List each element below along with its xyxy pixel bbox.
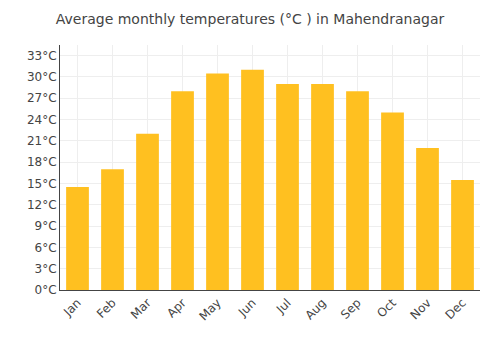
svg-text:33°C: 33°C [27, 49, 57, 63]
svg-text:3°C: 3°C [35, 262, 57, 276]
svg-text:Mar: Mar [128, 296, 154, 322]
svg-text:Feb: Feb [94, 296, 119, 321]
svg-text:Aug: Aug [302, 296, 328, 322]
svg-text:Nov: Nov [407, 296, 433, 322]
svg-text:May: May [196, 296, 223, 323]
svg-text:12°C: 12°C [27, 198, 57, 212]
svg-text:Average monthly temperatures (: Average monthly temperatures (°C ) in Ma… [56, 11, 445, 27]
svg-text:6°C: 6°C [35, 241, 57, 255]
svg-text:Jan: Jan [60, 296, 84, 320]
svg-text:21°C: 21°C [27, 134, 57, 148]
svg-text:30°C: 30°C [27, 70, 57, 84]
svg-text:Jul: Jul [273, 296, 294, 317]
svg-text:Jun: Jun [235, 296, 259, 320]
svg-text:Apr: Apr [164, 296, 189, 321]
svg-text:0°C: 0°C [35, 283, 57, 297]
svg-text:27°C: 27°C [27, 91, 57, 105]
svg-text:24°C: 24°C [27, 113, 57, 127]
svg-text:9°C: 9°C [35, 219, 57, 233]
svg-text:Oct: Oct [374, 296, 399, 321]
svg-text:15°C: 15°C [27, 177, 57, 191]
svg-text:Sep: Sep [338, 296, 364, 322]
svg-text:Dec: Dec [443, 296, 469, 322]
svg-text:18°C: 18°C [27, 155, 57, 169]
